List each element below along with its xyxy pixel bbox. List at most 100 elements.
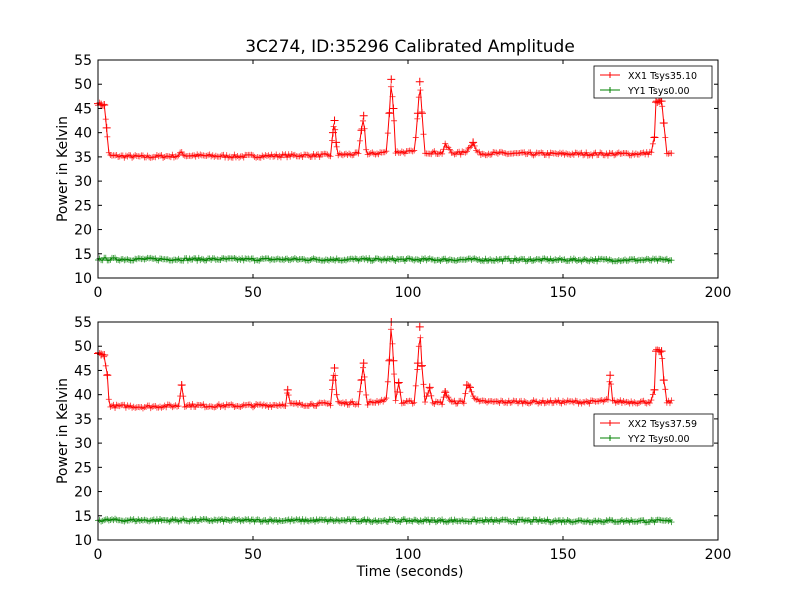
x-tick-label: 200 [705,547,732,563]
bottom-data-point [177,380,186,389]
top-data-point [357,126,366,135]
bottom-legend-yy2-label: YY2 Tsys0.00 [627,434,690,445]
bottom-legend-yy2-marker [607,435,613,441]
y-tick-label: 50 [74,77,92,93]
y-tick-label: 20 [74,485,92,501]
x-tick-label: 100 [395,547,422,563]
y-tick-label: 30 [74,436,92,452]
y-tick-label: 50 [74,339,92,355]
bottom-data-point [650,385,659,394]
top-data-point [469,138,478,147]
y-tick-label: 55 [74,315,92,331]
bottom-series-xx2-markers [95,326,675,412]
top-data-point [332,138,341,147]
y-tick-label: 25 [74,460,92,476]
bottom-data-point [606,371,615,380]
top-data-point [415,77,424,86]
bottom-data-point [100,350,109,359]
x-tick-label: 50 [244,547,262,563]
x-tick-label: 50 [244,285,262,301]
bottom-plot-area [94,318,675,526]
bottom-data-point [415,322,424,331]
bottom-y-ticks: 10 15 20 25 30 35 40 45 50 55 [74,315,718,549]
x-tick-label: 150 [550,285,577,301]
top-data-point [359,111,368,120]
y-tick-label: 45 [74,101,92,117]
top-y-axis-label: Power in Kelvin [55,116,71,222]
top-x-ticks: 0 50 100 150 200 [94,60,732,301]
bottom-legend: XX2 Tsys37.59 YY2 Tsys0.00 [593,413,714,447]
x-tick-label: 150 [550,547,577,563]
y-tick-label: 40 [74,388,92,404]
top-data-point [100,101,109,110]
y-tick-label: 45 [74,363,92,379]
bottom-data-point [359,359,368,368]
top-legend-xx1-marker [607,72,613,78]
top-series-yy1-line [97,256,672,263]
top-data-point [328,128,337,137]
top-legend-yy1-marker [607,87,613,93]
top-y-ticks: 10 15 20 25 30 35 40 45 50 55 [74,53,718,287]
bottom-series-yy2 [95,515,675,526]
top-legend: XX1 Tsys35.10 YY1 Tsys0.00 [593,65,713,99]
bottom-data-point [413,359,422,368]
top-series-xx1 [94,75,675,161]
bottom-series-yy2-line [97,518,672,524]
y-tick-label: 20 [74,223,92,239]
y-tick-label: 35 [74,412,92,428]
top-data-point [387,75,396,84]
bottom-series-xx2-line [97,329,672,410]
top-series-xx1-line [97,86,672,159]
top-series-xx1-markers [95,83,675,161]
chart-title: 3C274, ID:35296 Calibrated Amplitude [245,37,575,57]
top-data-point [659,118,668,127]
x-axis-label: Time (seconds) [356,564,464,580]
top-series-yy1 [95,254,675,265]
bottom-data-point [330,364,339,373]
bottom-data-point [389,356,398,365]
bottom-data-point [659,376,668,385]
top-data-point [417,109,426,118]
y-tick-label: 10 [74,533,92,549]
y-tick-label: 35 [74,150,92,166]
bottom-data-point [103,371,112,380]
bottom-series-xx2 [94,318,675,412]
top-data-point [657,97,666,106]
bottom-data-point [283,385,292,394]
x-tick-label: 0 [94,547,103,563]
y-tick-label: 25 [74,198,92,214]
bottom-legend-xx2-label: XX2 Tsys37.59 [628,419,697,430]
y-tick-label: 15 [74,509,92,525]
top-data-point [650,133,659,142]
y-tick-label: 40 [74,126,92,142]
top-data-point [385,109,394,118]
bottom-subplot: 0 50 100 150 200 10 15 20 25 30 35 40 45 50 55 Power … [55,315,731,580]
bottom-data-point [328,376,337,385]
top-series-yy1-markers [95,254,675,265]
x-tick-label: 0 [94,285,103,301]
top-data-point [102,123,111,132]
top-legend-frame [593,65,713,99]
bottom-legend-xx2-marker [607,420,613,426]
top-legend-xx1-label: XX1 Tsys35.10 [628,71,697,82]
top-legend-yy1-label: YY1 Tsys0.00 [627,86,690,97]
top-plot-area [94,75,675,265]
bottom-data-point [357,376,366,385]
bottom-data-point [441,388,450,397]
y-tick-label: 55 [74,53,92,69]
bottom-data-point [394,378,403,387]
bottom-data-point [657,347,666,356]
y-tick-label: 10 [74,271,92,287]
top-subplot: 0 50 100 150 200 10 15 20 25 30 35 40 45 50 55 Power … [55,53,731,301]
bottom-data-point [417,361,426,370]
bottom-data-point [466,383,474,392]
top-data-point [389,104,398,113]
bottom-y-axis-label: Power in Kelvin [55,378,71,484]
x-tick-label: 100 [395,285,422,301]
y-tick-label: 15 [74,247,92,263]
x-tick-label: 200 [705,285,732,301]
y-tick-label: 30 [74,174,92,190]
top-data-point [330,116,339,125]
bottom-x-ticks: 0 50 100 150 200 [94,322,732,563]
